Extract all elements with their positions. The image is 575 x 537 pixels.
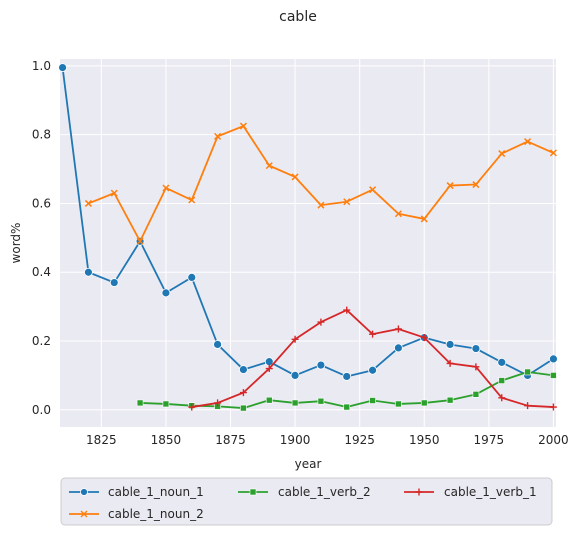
x-tick-label: 1850	[151, 433, 182, 447]
chart-title: cable	[279, 9, 317, 25]
data-point-cable-1-verb-1	[498, 394, 506, 402]
x-tick-label: 1950	[409, 433, 440, 447]
y-tick-label: 1.0	[32, 59, 51, 73]
data-point-cable-1-verb-1	[317, 318, 325, 326]
y-tick-label: 0.0	[32, 403, 51, 417]
legend-entry-cable-1-noun-1: cable_1_noun_1	[69, 485, 204, 499]
data-point-cable-1-verb-1	[394, 325, 402, 333]
data-point-cable-1-noun-2	[214, 132, 222, 140]
data-point-cable-1-noun-2	[84, 199, 92, 207]
data-point-cable-1-verb-1	[420, 334, 428, 342]
series-cable-1-verb-1	[188, 306, 557, 411]
legend-label-cable-1-verb-1: cable_1_verb_1	[444, 485, 537, 499]
x-tick-label: 2000	[538, 433, 569, 447]
x-tick-label: 1825	[86, 433, 117, 447]
tick-labels: 1825 1850 1875 1900 1925 1950 1975 2000 0.0 0.2 0.…	[32, 59, 569, 447]
data-point-cable-1-noun-2	[136, 237, 144, 245]
series-layer	[58, 63, 558, 412]
data-point-cable-1-noun-2	[420, 215, 428, 223]
data-point-cable-1-noun-1	[368, 365, 377, 375]
legend-label-cable-1-verb-2: cable_1_verb_2	[278, 485, 371, 499]
legend-entry-cable-1-verb-1: cable_1_verb_1	[404, 485, 537, 499]
data-point-cable-1-verb-1	[239, 389, 247, 397]
data-point-cable-1-verb-1	[524, 402, 532, 410]
data-point-cable-1-verb-1	[188, 403, 196, 411]
data-point-cable-1-verb-2	[291, 399, 299, 407]
x-tick-label: 1900	[280, 433, 311, 447]
data-point-cable-1-noun-2	[369, 186, 377, 194]
data-point-cable-1-noun-1	[290, 371, 300, 380]
legend-label-cable-1-noun-1: cable_1_noun_1	[108, 485, 204, 499]
data-point-cable-1-verb-1	[369, 330, 377, 338]
x-axis-label: year	[295, 457, 322, 471]
plot-area	[60, 59, 556, 427]
data-point-cable-1-noun-1	[342, 372, 352, 381]
x-tick-label: 1875	[215, 433, 246, 447]
data-point-cable-1-verb-2	[472, 391, 480, 398]
data-point-cable-1-verb-1	[472, 363, 480, 371]
y-tick-label: 0.8	[32, 128, 51, 142]
data-point-cable-1-noun-1	[394, 343, 403, 353]
series-cable-1-noun-2	[84, 122, 557, 245]
data-point-cable-1-noun-1	[549, 354, 558, 364]
data-point-cable-1-noun-2	[265, 162, 273, 170]
data-point-cable-1-noun-2	[291, 173, 299, 181]
data-point-cable-1-noun-1	[213, 340, 222, 349]
data-point-cable-1-verb-2	[369, 397, 376, 404]
data-point-cable-1-noun-2	[446, 182, 454, 190]
legend-entry-cable-1-verb-2: cable_1_verb_2	[238, 485, 371, 499]
grid-lines	[60, 59, 556, 427]
x-tick-label: 1975	[474, 433, 505, 447]
data-point-cable-1-noun-1	[445, 340, 455, 349]
data-point-cable-1-noun-2	[498, 150, 506, 158]
data-point-cable-1-verb-2	[317, 397, 325, 405]
data-point-cable-1-verb-2	[446, 396, 454, 404]
data-point-cable-1-verb-2	[550, 372, 557, 379]
data-point-cable-1-noun-2	[239, 122, 247, 130]
data-point-cable-1-verb-2	[524, 368, 531, 376]
data-point-cable-1-verb-2	[265, 396, 273, 404]
data-point-cable-1-verb-1	[549, 403, 557, 411]
legend-label-cable-1-noun-2: cable_1_noun_2	[108, 507, 204, 521]
data-point-cable-1-noun-1	[84, 267, 93, 277]
y-tick-label: 0.4	[32, 265, 51, 279]
data-point-cable-1-noun-1	[161, 288, 171, 298]
data-point-cable-1-noun-2	[549, 149, 557, 157]
legend-entry-cable-1-noun-2: cable_1_noun_2	[69, 507, 204, 521]
data-point-cable-1-verb-2	[498, 377, 506, 384]
data-point-cable-1-verb-1	[291, 335, 299, 343]
data-point-cable-1-noun-1	[109, 278, 119, 287]
data-point-cable-1-noun-2	[343, 198, 351, 206]
data-point-cable-1-verb-1	[446, 359, 454, 367]
data-point-cable-1-verb-1	[265, 365, 273, 373]
data-point-cable-1-noun-2	[394, 210, 402, 218]
y-tick-label: 0.2	[32, 334, 51, 348]
x-tick-label: 1925	[344, 433, 375, 447]
data-point-cable-1-noun-2	[188, 196, 196, 204]
y-tick-label: 0.6	[32, 196, 51, 210]
data-point-cable-1-verb-1	[343, 306, 351, 314]
data-point-cable-1-verb-2	[136, 399, 144, 407]
data-point-cable-1-noun-1	[58, 63, 67, 72]
data-point-cable-1-noun-1	[187, 272, 197, 282]
data-point-cable-1-noun-2	[524, 138, 532, 146]
data-point-cable-1-verb-2	[162, 400, 170, 408]
data-point-cable-1-noun-1	[497, 357, 507, 367]
data-point-cable-1-noun-2	[472, 181, 480, 189]
y-axis-label: word%	[9, 223, 23, 264]
data-point-cable-1-noun-1	[471, 344, 481, 353]
data-point-cable-1-verb-2	[240, 404, 247, 412]
data-point-cable-1-noun-1	[239, 365, 248, 374]
data-point-cable-1-noun-2	[110, 189, 118, 197]
data-point-cable-1-verb-1	[214, 399, 222, 407]
data-point-cable-1-noun-1	[316, 360, 326, 370]
data-point-cable-1-verb-2	[395, 400, 402, 408]
data-point-cable-1-verb-2	[420, 399, 428, 407]
legend: cable_1_noun_1 cable_1_verb_2 cable_1_ve…	[60, 477, 553, 526]
data-point-cable-1-verb-2	[343, 403, 351, 411]
legend-box	[60, 477, 553, 526]
data-point-cable-1-noun-2	[317, 201, 325, 209]
data-point-cable-1-noun-2	[162, 184, 170, 192]
